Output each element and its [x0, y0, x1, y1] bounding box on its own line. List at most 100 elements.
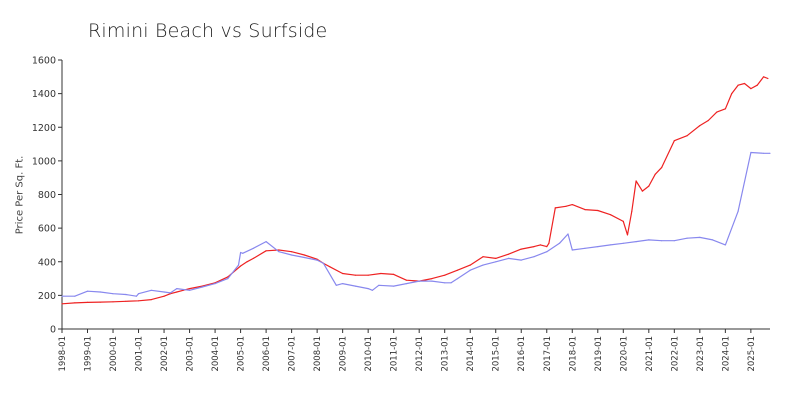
data-point	[533, 246, 535, 248]
data-point	[635, 241, 637, 243]
data-point	[750, 151, 752, 154]
data-point	[316, 259, 318, 261]
data-point	[405, 283, 407, 285]
x-tick-label: 2005-01	[237, 336, 247, 372]
data-point	[431, 280, 433, 282]
data-point	[252, 257, 254, 259]
data-point	[137, 300, 140, 302]
data-point	[99, 291, 101, 293]
data-point	[335, 284, 337, 286]
data-point	[673, 140, 675, 142]
data-point	[495, 257, 497, 259]
data-point	[554, 207, 556, 209]
data-point	[609, 244, 612, 246]
data-point	[74, 295, 76, 297]
data-point	[278, 249, 280, 251]
x-tick-label: 2018-01	[568, 336, 578, 372]
x-tick-label: 2013-01	[441, 336, 451, 372]
data-point	[418, 280, 420, 282]
data-point	[99, 301, 101, 303]
data-point	[354, 285, 356, 287]
data-point	[737, 210, 739, 212]
data-point	[539, 244, 542, 246]
data-point	[176, 291, 178, 293]
data-point	[654, 173, 656, 175]
x-tick-label: 2008-01	[313, 336, 323, 372]
data-point	[597, 246, 599, 248]
y-tick-label: 200	[38, 291, 56, 302]
data-point	[533, 256, 535, 258]
data-point	[641, 190, 644, 192]
data-point	[367, 288, 369, 290]
data-point	[661, 240, 663, 242]
data-point	[567, 233, 569, 235]
data-point	[716, 111, 718, 113]
data-point	[520, 248, 522, 250]
data-point	[469, 269, 471, 271]
data-point	[673, 240, 675, 242]
data-point	[265, 250, 267, 252]
x-tick-label: 2017-01	[543, 336, 553, 372]
data-point	[767, 77, 769, 80]
data-point	[150, 299, 152, 301]
y-tick-label: 800	[38, 190, 56, 201]
data-point	[609, 214, 612, 216]
data-point	[303, 254, 305, 256]
data-point	[584, 209, 586, 211]
data-point	[763, 76, 765, 78]
data-point	[444, 274, 446, 276]
data-point	[240, 251, 242, 254]
data-point	[565, 205, 567, 207]
data-point	[456, 269, 459, 271]
data-point	[371, 289, 373, 291]
data-point	[278, 251, 280, 253]
x-tick-label: 2023-01	[696, 336, 706, 372]
data-point	[622, 220, 624, 222]
x-tick-label: 2007-01	[288, 336, 298, 372]
data-point	[240, 265, 242, 267]
data-point	[482, 256, 484, 258]
data-point	[265, 241, 267, 243]
data-point	[548, 242, 550, 244]
x-tick-label: 2004-01	[211, 336, 221, 372]
data-point	[125, 300, 127, 302]
data-point	[112, 301, 114, 303]
data-point	[86, 301, 89, 303]
data-point	[125, 293, 127, 296]
y-tick-label: 1000	[32, 156, 56, 167]
data-point	[482, 264, 484, 266]
data-point	[74, 302, 76, 304]
data-point	[731, 93, 733, 95]
data-point	[707, 119, 709, 122]
data-point	[380, 272, 382, 275]
data-point	[405, 279, 407, 281]
data-point	[393, 285, 395, 287]
y-tick-label: 1600	[32, 56, 56, 67]
data-point	[189, 289, 191, 291]
data-point	[291, 251, 293, 253]
data-point	[322, 262, 325, 264]
data-point	[227, 278, 229, 280]
y-tick-label: 0	[50, 325, 56, 336]
data-point	[507, 253, 510, 255]
data-point	[246, 261, 248, 263]
data-point	[631, 210, 633, 212]
data-point	[378, 284, 380, 286]
data-point	[699, 125, 701, 127]
data-point	[558, 242, 561, 244]
data-point	[61, 303, 63, 305]
data-point	[176, 288, 178, 290]
series-layer	[61, 76, 771, 305]
x-tick-label: 2025-01	[747, 336, 757, 372]
data-point	[86, 290, 89, 292]
data-point	[520, 259, 522, 261]
data-point	[507, 257, 510, 259]
data-point	[135, 295, 137, 297]
data-point	[137, 293, 140, 295]
data-point	[661, 167, 663, 169]
data-point	[699, 236, 701, 238]
data-point	[242, 252, 244, 254]
data-point	[584, 247, 586, 249]
data-point	[763, 152, 765, 154]
